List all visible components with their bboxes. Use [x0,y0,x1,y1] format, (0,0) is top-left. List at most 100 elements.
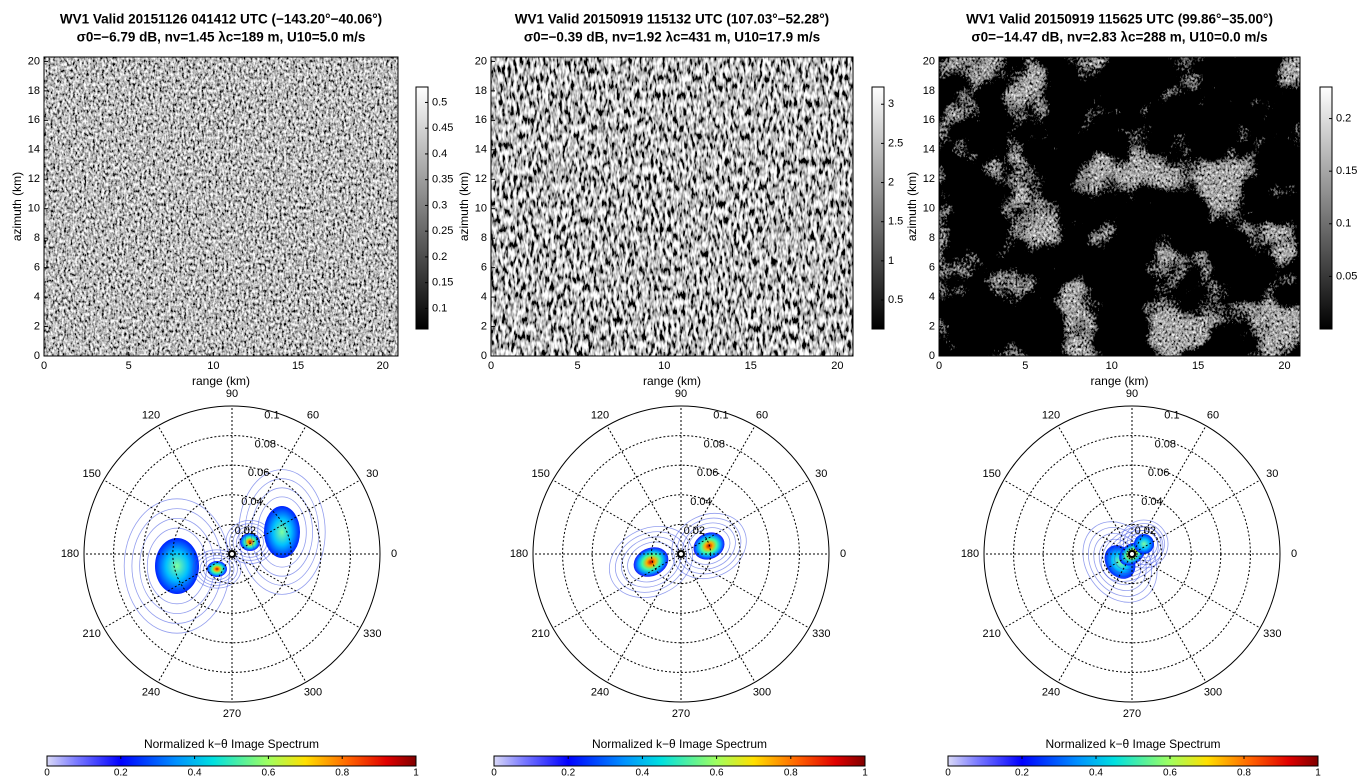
image-frame [938,56,1301,357]
radial-tick-label: 0.04 [241,496,262,508]
y-tick-label: 16 [475,114,487,126]
spectrum-core [264,506,300,558]
colorbar-tick-label: 2.5 [888,137,903,149]
angle-tick-label: 90 [675,388,687,400]
spectrum-colorbar-tick-label: 0.8 [1237,768,1251,779]
radial-tick-label: 0.06 [248,467,269,479]
spectrum-contour [257,496,307,568]
y-tick-label: 12 [475,173,487,185]
angle-tick-label: 150 [532,468,550,480]
radial-tick-label: 0.1 [264,410,279,422]
x-tick-label: 10 [207,360,219,372]
colorbar-tick-label: 0.15 [1336,165,1357,177]
radial-tick-label: 0.02 [235,525,256,537]
spectrum-contour [627,541,675,583]
spectrum-colorbar-tick-label: 1 [1315,768,1321,779]
angle-tick-label: 30 [815,468,827,480]
angle-tick-label: 210 [83,628,101,640]
y-tick-label: 20 [28,55,40,67]
x-tick-label: 20 [831,360,843,372]
colorbar-tick-label: 0.05 [1336,270,1357,282]
x-tick-label: 15 [745,360,757,372]
polar-spoke [103,479,233,555]
radial-tick-label: 0.04 [1141,496,1162,508]
spectrum-core [207,561,227,577]
spectrum-colorbar-tick-label: 0 [945,768,951,779]
spectrum-core [1134,534,1154,554]
title: WV1 Valid 20150919 115625 UTC (99.86°−35… [966,12,1273,27]
y-tick-label: 8 [34,232,40,244]
spectrum-contour [682,522,736,570]
y-tick-label: 20 [923,55,935,67]
polar-spoke [1131,425,1207,555]
y-tick-label: 16 [923,114,935,126]
spectrum-contour [196,552,238,586]
colorbar-tick-label: 0.5 [888,294,903,306]
y-tick-label: 4 [929,291,935,303]
y-tick-label: 20 [475,55,487,67]
angle-tick-label: 120 [591,409,609,421]
radial-tick-label: 0.06 [697,467,718,479]
colorbar [871,86,885,330]
y-axis-label: azimuth (km) [905,172,919,241]
angle-tick-label: 150 [983,468,1001,480]
angle-tick-label: 330 [1263,628,1281,640]
angle-tick-label: 90 [1126,388,1138,400]
radial-tick-label: 0.1 [1164,410,1179,422]
radial-tick-label: 0.04 [690,496,711,508]
radial-tick-label: 0.02 [1135,525,1156,537]
colorbar-tick-label: 1 [888,255,894,267]
spectrum-blob [192,549,242,589]
colorbar-tick-label: 0.25 [432,225,453,237]
spectrum-contour [199,555,235,583]
spectrum-colorbar [947,755,1319,767]
y-tick-label: 12 [28,173,40,185]
x-axis-label: range (km) [1090,374,1148,388]
sar-image [939,57,1300,356]
polar-spoke [1057,553,1133,683]
colorbar [415,86,429,330]
angle-tick-label: 60 [1207,409,1219,421]
colorbar-tick-label: 0.45 [432,122,453,134]
origin-marker [677,550,685,558]
spectrum-colorbar [46,755,417,767]
y-tick-label: 0 [481,350,487,362]
x-axis-label: range (km) [192,374,250,388]
spectrum-colorbar-title: Normalized k−θ Image Spectrum [144,737,319,751]
y-tick-label: 8 [929,232,935,244]
spectrum-contour [676,517,742,575]
polar-spoke [1131,479,1261,555]
spectrum-contour [615,531,687,593]
angle-tick-label: 240 [1042,686,1060,698]
x-tick-label: 20 [1278,360,1290,372]
colorbar-tick-label: 0.1 [1336,218,1351,230]
x-tick-label: 10 [658,360,670,372]
spectrum-colorbar-tick-label: 0.4 [635,768,649,779]
angle-tick-label: 180 [961,548,979,560]
y-tick-label: 8 [481,232,487,244]
radial-tick-label: 0.08 [704,438,725,450]
polar-ring [532,405,830,703]
spectrum-colorbar-tick-label: 0.2 [561,768,575,779]
spectrum-colorbar-tick-label: 0 [44,768,50,779]
angle-tick-label: 30 [1266,468,1278,480]
x-tick-label: 0 [41,360,47,372]
spectrum-colorbar-tick-label: 0.2 [1015,768,1029,779]
spectrum-contour [238,469,326,595]
polar-spoke [1003,553,1133,629]
polar-spoke [1057,425,1133,555]
x-tick-label: 10 [1106,360,1118,372]
y-tick-label: 18 [475,85,487,97]
angle-tick-label: 300 [304,686,322,698]
y-tick-label: 6 [34,262,40,274]
angle-tick-label: 300 [1204,686,1222,698]
angle-tick-label: 210 [983,628,1001,640]
y-axis-label: azimuth (km) [457,172,471,241]
title: WV1 Valid 20151126 041412 UTC (−143.20°−… [60,12,382,27]
radial-tick-label: 0.08 [1155,438,1176,450]
colorbar-tick-label: 0.5 [432,96,447,108]
y-tick-label: 10 [475,203,487,215]
spectrum-colorbar-tick-label: 0.6 [710,768,724,779]
polar-spoke [103,553,233,629]
